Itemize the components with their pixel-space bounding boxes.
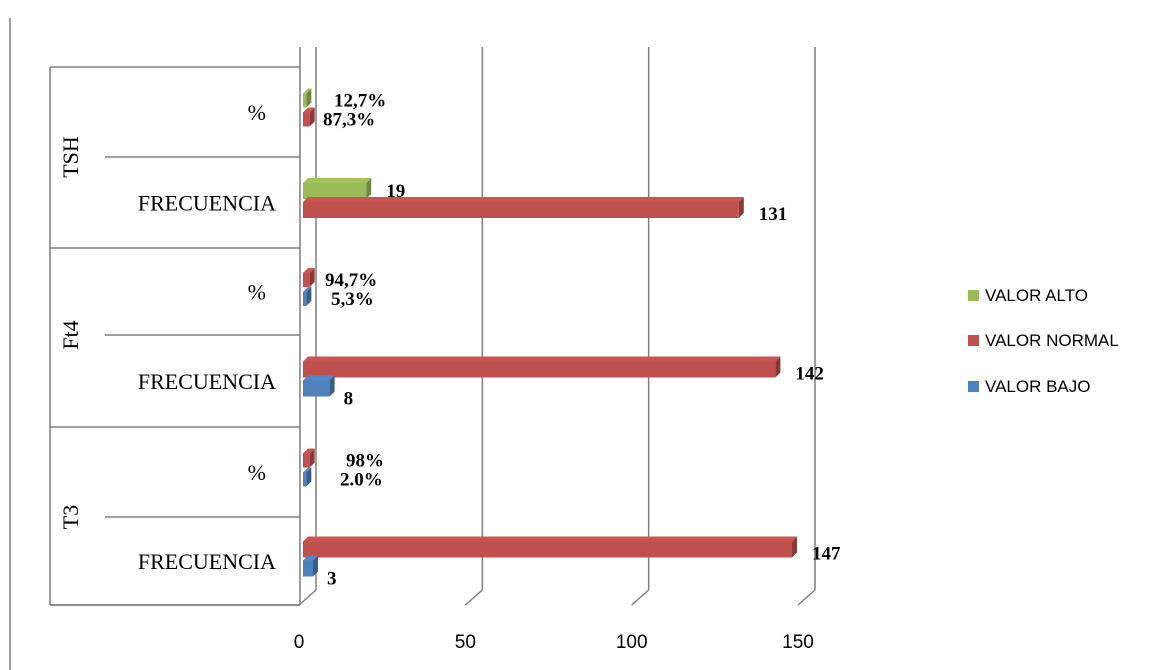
gridlines xyxy=(298,47,816,606)
bar-side xyxy=(312,555,318,577)
bar-valor-normal xyxy=(303,356,781,378)
bar-side xyxy=(309,268,315,287)
bar-front xyxy=(303,472,307,487)
bar-side xyxy=(309,107,315,127)
bar-side xyxy=(306,287,312,306)
chart-frame xyxy=(9,18,301,670)
bar-side xyxy=(775,356,781,378)
bar-front xyxy=(303,183,367,199)
bar-top xyxy=(303,555,318,561)
x-tick-label: 100 xyxy=(616,632,648,653)
x-tick-label: 150 xyxy=(782,632,814,653)
bar-valor-normal xyxy=(303,197,744,218)
bar-top xyxy=(303,268,315,273)
bar-side xyxy=(366,178,372,199)
bar-valor-alto xyxy=(303,178,372,199)
bar-front xyxy=(303,361,776,378)
group-label-t3: T3 xyxy=(58,505,83,529)
bar-front xyxy=(303,292,307,306)
bar-front xyxy=(303,202,739,218)
legend-label: VALOR ALTO xyxy=(985,286,1088,305)
bar-front xyxy=(303,273,310,287)
legend-label: VALOR NORMAL xyxy=(985,331,1119,350)
bar-valor-normal xyxy=(303,536,798,558)
legend-entry-valor-bajo: VALOR BAJO xyxy=(968,377,1091,396)
gridline-slant xyxy=(631,589,650,606)
bar-side xyxy=(306,467,312,487)
bar-valor-normal xyxy=(303,107,315,127)
bar-top xyxy=(303,287,312,292)
bar-valor-bajo xyxy=(303,555,318,577)
bar-front xyxy=(303,541,793,558)
bars xyxy=(303,88,798,577)
labels: 0 50 100 150 TSH% 12,7%87,3% FRECUENCIA 19 131 Ft… xyxy=(58,91,841,654)
data-label: 87,3% xyxy=(323,110,375,131)
legend-swatch xyxy=(968,290,979,301)
gridline-slant xyxy=(298,589,317,606)
bar-front xyxy=(303,453,310,468)
data-label: 131 xyxy=(759,204,788,225)
category-label: % xyxy=(248,460,266,485)
data-label: 94,7% xyxy=(325,270,377,291)
bar-valor-bajo xyxy=(303,287,312,306)
legend-label: VALOR BAJO xyxy=(985,377,1091,396)
bar-side xyxy=(792,536,798,558)
bar-top xyxy=(303,536,798,542)
bar-top xyxy=(303,375,335,381)
bar-top xyxy=(303,448,315,454)
data-label: 3 xyxy=(327,569,337,590)
legend-swatch xyxy=(968,335,979,346)
bar-front xyxy=(303,93,307,108)
data-label: 142 xyxy=(795,364,824,385)
category-label: FRECUENCIA xyxy=(138,191,276,216)
gridline-slant xyxy=(464,589,483,606)
bar-front xyxy=(303,560,313,577)
category-label: FRECUENCIA xyxy=(138,549,276,574)
legend-swatch xyxy=(968,381,979,392)
group-label-ft4: Ft4 xyxy=(58,320,83,349)
category-label: % xyxy=(248,100,266,125)
bar-side xyxy=(309,448,315,468)
legend-entry-valor-normal: VALOR NORMAL xyxy=(968,331,1119,350)
bar-valor-alto xyxy=(303,88,312,108)
bar-top xyxy=(303,197,744,202)
data-label: 8 xyxy=(344,389,354,410)
category-label: % xyxy=(248,280,266,305)
legend: VALOR ALTO VALOR NORMAL VALOR BAJO xyxy=(968,286,1119,396)
data-label: 12,7% xyxy=(334,91,386,112)
category-label: FRECUENCIA xyxy=(138,369,276,394)
gridline-slant xyxy=(797,589,816,606)
bar-front xyxy=(303,112,310,127)
legend-entry-valor-alto: VALOR ALTO xyxy=(968,286,1088,305)
bar-top xyxy=(303,356,781,362)
group-label-tsh: TSH xyxy=(58,136,83,178)
bar-side xyxy=(306,88,312,108)
x-tick-label: 50 xyxy=(455,632,476,653)
data-label: 5,3% xyxy=(331,289,374,310)
data-label: 19 xyxy=(386,181,405,202)
bar-top xyxy=(303,467,312,473)
bar-front xyxy=(303,380,330,397)
data-label: 98% xyxy=(346,451,384,472)
bar-valor-bajo xyxy=(303,375,335,397)
data-label: 147 xyxy=(812,544,841,565)
data-label: 2.0% xyxy=(340,470,383,491)
bar-side xyxy=(738,197,744,218)
bar-valor-bajo xyxy=(303,467,312,487)
bar-top xyxy=(303,107,315,113)
bar-top xyxy=(303,178,372,183)
bar-valor-normal xyxy=(303,448,315,468)
x-tick-label: 0 xyxy=(294,632,305,653)
bar-valor-normal xyxy=(303,268,315,287)
bar-side xyxy=(329,375,335,397)
bar-top xyxy=(303,88,312,94)
